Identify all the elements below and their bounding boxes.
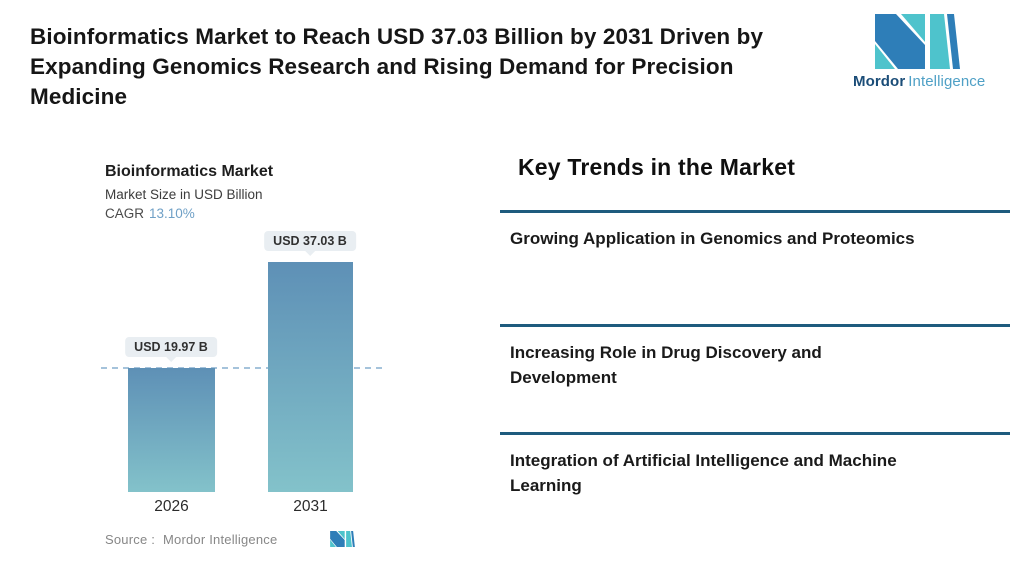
brand-name: Mordor Intelligence: [853, 73, 985, 90]
cagr-label: CAGR: [105, 206, 145, 221]
chart-header: Bioinformatics Market Market Size in USD…: [105, 163, 395, 221]
trend-text: Growing Application in Genomics and Prot…: [510, 229, 915, 248]
trend-text: Development: [510, 368, 617, 387]
bar-2026: [128, 367, 215, 492]
trend-list: Growing Application in Genomics and Prot…: [500, 210, 1010, 552]
source-value: Mordor Intelligence: [163, 531, 278, 547]
key-trends-panel: Key Trends in the Market Growing Applica…: [500, 150, 1010, 552]
bar-value-label-2026: USD 19.97 B: [125, 336, 217, 357]
bar-chart-plot-area: USD 19.97 B USD 37.03 B: [101, 231, 387, 492]
source-row: Source : Mordor Intelligence: [105, 529, 355, 549]
chart-subtitle: Market Size in USD Billion: [105, 187, 263, 202]
trend-text: Increasing Role in Drug Discovery and: [510, 343, 822, 362]
page-title: Bioinformatics Market to Reach USD 37.03…: [30, 22, 860, 112]
brand-logo: Mordor Intelligence: [853, 14, 985, 90]
x-axis-labels: 2026 2031: [105, 498, 385, 518]
chart-title: Bioinformatics Market: [105, 163, 274, 180]
bar-2031: [268, 262, 353, 492]
reference-dashed-line: [101, 366, 387, 369]
cagr-value: 13.10%: [149, 206, 195, 221]
page-title-line: Bioinformatics Market to Reach USD 37.03…: [30, 24, 764, 49]
trend-item: Increasing Role in Drug Discovery and De…: [500, 324, 1010, 432]
source-logo-mark-icon: [330, 531, 355, 547]
trend-item: Integration of Artificial Intelligence a…: [500, 432, 1010, 552]
trends-heading: Key Trends in the Market: [518, 154, 796, 180]
trend-item: Growing Application in Genomics and Prot…: [500, 210, 1010, 324]
page-title-line: Medicine: [30, 84, 128, 109]
brand-name-bold: Mordor: [853, 73, 906, 90]
cagr-row: CAGR 13.10%: [105, 206, 395, 221]
trend-text: Learning: [510, 476, 582, 495]
x-axis-label-2031: 2031: [293, 498, 328, 515]
source-label: Source :: [105, 531, 156, 547]
bar-value-label-2031: USD 37.03 B: [264, 231, 356, 251]
mordor-intelligence-logo-icon: [874, 14, 960, 69]
trend-text: Integration of Artificial Intelligence a…: [510, 451, 897, 470]
page-title-line: Expanding Genomics Research and Rising D…: [30, 54, 734, 79]
x-axis-label-2026: 2026: [154, 498, 189, 515]
brand-name-regular: Intelligence: [908, 73, 986, 90]
source-text: Source : Mordor Intelligence: [105, 532, 277, 547]
